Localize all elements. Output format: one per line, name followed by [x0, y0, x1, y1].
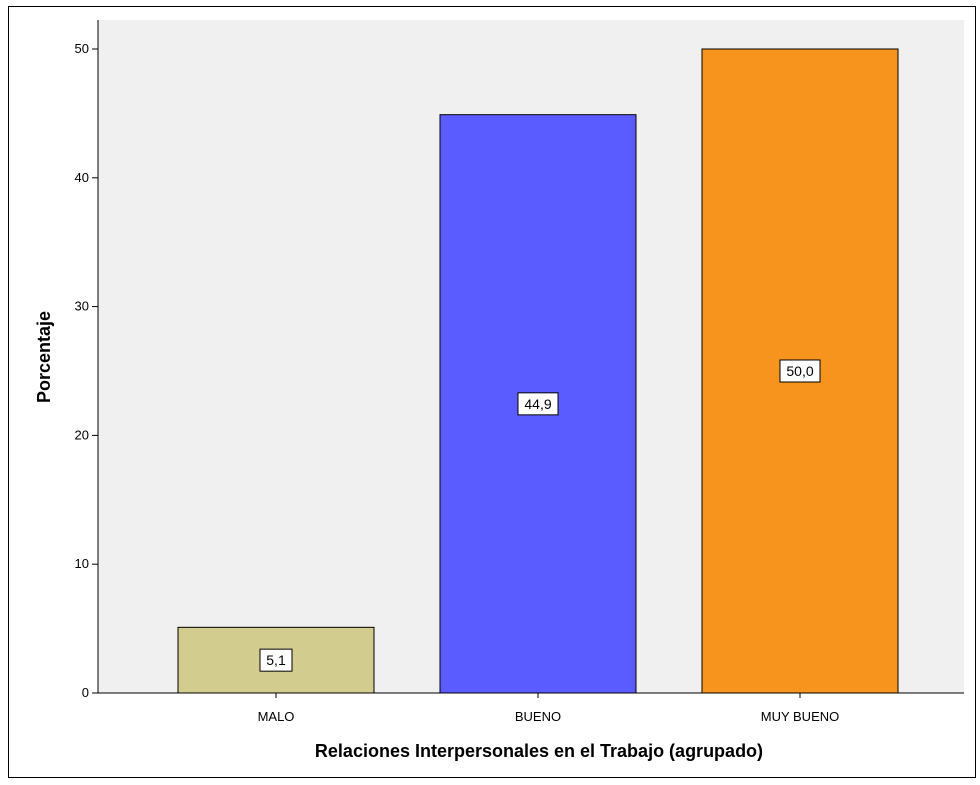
- data-labels: 5,1 44,9 50,0: [259, 359, 821, 672]
- y-tick-label: 20: [75, 427, 89, 442]
- y-ticks: 0 10 20 30 40 50: [75, 41, 98, 700]
- x-axis-title: Relaciones Interpersonales en el Trabajo…: [315, 741, 763, 761]
- y-axis-title: Porcentaje: [34, 311, 54, 403]
- y-tick-label: 50: [75, 41, 89, 56]
- x-tick-label: MUY BUENO: [761, 709, 840, 724]
- data-label: 50,0: [786, 363, 813, 379]
- bars: [177, 48, 899, 694]
- x-tick-label: BUENO: [515, 709, 561, 724]
- y-tick-label: 40: [75, 170, 89, 185]
- y-tick-label: 0: [82, 685, 89, 700]
- data-label: 5,1: [266, 652, 286, 668]
- x-tick-labels: MALO BUENO MUY BUENO: [258, 693, 840, 724]
- x-tick-label: MALO: [258, 709, 295, 724]
- data-label-box: [259, 648, 293, 672]
- data-label-box: [517, 392, 559, 416]
- data-label-box: [779, 359, 821, 383]
- y-tick-label: 10: [75, 556, 89, 571]
- data-label: 44,9: [524, 396, 551, 412]
- y-tick-label: 30: [75, 299, 89, 314]
